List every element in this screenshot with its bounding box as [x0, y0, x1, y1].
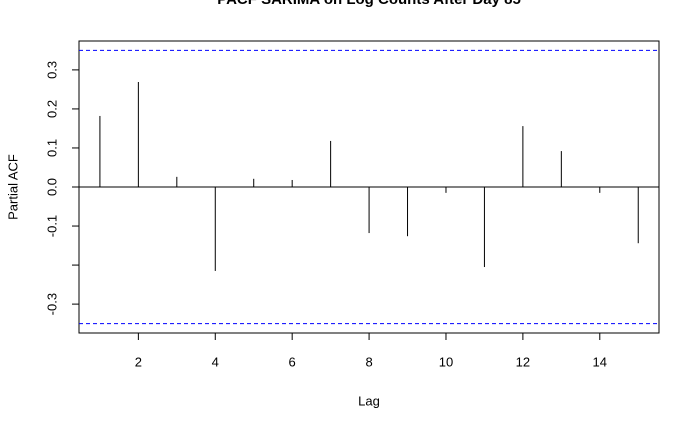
- x-axis-label: Lag: [358, 393, 380, 408]
- x-tick-label: 14: [593, 354, 607, 369]
- y-tick-label: 0.2: [44, 100, 59, 118]
- x-tick-label: 12: [516, 354, 530, 369]
- y-tick-label: 0.3: [44, 61, 59, 79]
- y-tick-label: -0.3: [44, 293, 59, 315]
- y-tick-label: 0.0: [44, 178, 59, 196]
- y-tick-label: 0.1: [44, 139, 59, 157]
- x-tick-label: 4: [212, 354, 219, 369]
- x-tick-label: 8: [365, 354, 372, 369]
- chart-title: PACF SARIMA on Log Counts After Day 85: [217, 0, 521, 8]
- y-tick-label: -0.1: [44, 215, 59, 237]
- x-tick-label: 10: [439, 354, 453, 369]
- x-tick-label: 6: [289, 354, 296, 369]
- x-tick-label: 2: [135, 354, 142, 369]
- y-axis-label: Partial ACF: [5, 154, 20, 220]
